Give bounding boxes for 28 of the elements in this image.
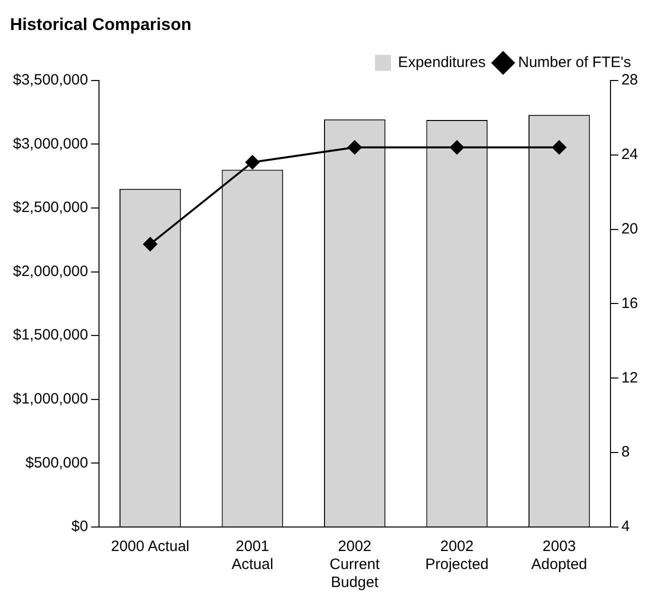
y2-tick-label: 28	[621, 72, 638, 89]
y2-tick-label: 4	[621, 518, 630, 536]
y-tick-label: $3,000,000	[12, 135, 88, 152]
y-tick-label: $3,500,000	[12, 72, 88, 89]
y-tick-label: $2,500,000	[12, 199, 88, 216]
x-tick-label: 2001 Actual	[232, 538, 274, 574]
x-tick-label: 2002 Projected	[425, 538, 489, 574]
point	[552, 140, 566, 154]
y-tick-label: $1,000,000	[12, 390, 88, 408]
point	[450, 140, 464, 154]
y2-tick-label: 12	[621, 369, 638, 386]
y2-tick-label: 8	[621, 444, 630, 461]
y2-tick-label: 24	[621, 146, 638, 163]
y-tick-label: $0	[71, 518, 88, 536]
legend-label: Expenditures	[398, 54, 486, 72]
point	[348, 140, 362, 154]
legend-label: Number of FTE's	[518, 54, 631, 72]
point	[245, 155, 260, 170]
y-tick-label: $2,000,000	[12, 262, 88, 280]
x-tick-label: 2003 Adopted	[531, 538, 588, 574]
y2-tick-label: 16	[621, 294, 638, 312]
y-tick-label: $500,000	[25, 454, 88, 472]
x-tick-label: 2000 Actual	[110, 538, 190, 556]
x-tick-label: 2002 Current Budget	[330, 538, 381, 592]
y2-tick-label: 20	[621, 220, 638, 238]
y-tick-label: $1,500,000	[12, 326, 88, 344]
chart-title: Historical Comparison	[10, 14, 192, 34]
point	[143, 237, 158, 252]
